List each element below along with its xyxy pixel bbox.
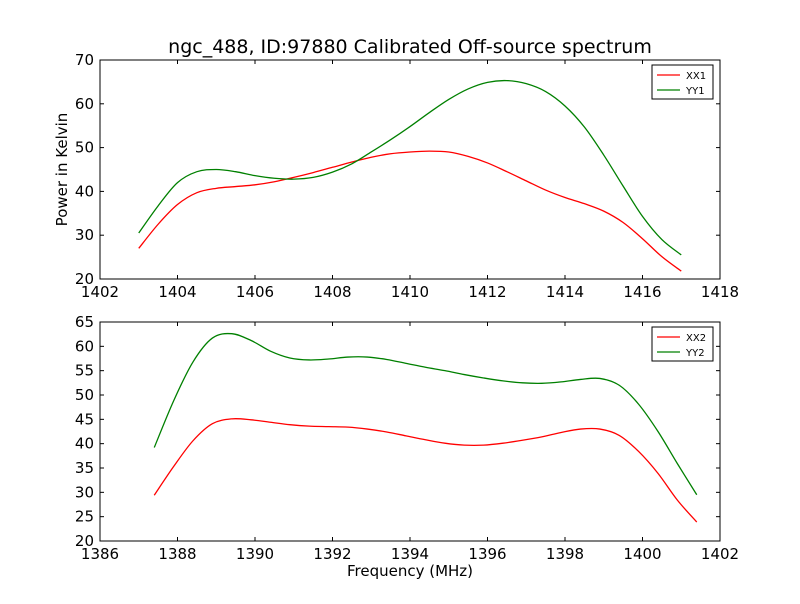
y-tick-label: 25 — [75, 508, 94, 526]
y-tick-label: 60 — [75, 95, 94, 113]
x-tick-label: 1404 — [158, 283, 196, 301]
x-tick-label: 1414 — [546, 283, 584, 301]
y-tick-label: 40 — [75, 182, 94, 200]
y-tick-label: 60 — [75, 337, 94, 355]
subplot-2: 1386 1388 1390 1392 1394 1396 1398 1400 1402 20 25… — [75, 313, 739, 580]
x-tick-label: 1410 — [391, 283, 429, 301]
series-line-yy2 — [153, 332, 698, 496]
series-line-xx1 — [138, 150, 682, 272]
y-tick-label: 40 — [75, 435, 94, 453]
x-tick-label: 1398 — [546, 545, 584, 563]
x-tick-label: 1416 — [623, 283, 661, 301]
chart-title: ngc_488, ID:97880 Calibrated Off-source … — [168, 36, 652, 58]
y-tick-label: 65 — [75, 313, 94, 331]
legend-label-xx1: XX1 — [686, 71, 706, 82]
legend-label-yy1: YY1 — [685, 86, 705, 97]
x-tick-label: 1400 — [623, 545, 661, 563]
y-tick-label: 45 — [75, 410, 94, 428]
x-axis-label: Frequency (MHz) — [347, 562, 473, 580]
x-tick-label: 1402 — [701, 545, 739, 563]
x-tick-label: 1402 — [81, 283, 119, 301]
legend-label-yy2: YY2 — [685, 348, 705, 359]
series-line-yy1 — [138, 79, 682, 256]
x-tick-label: 1408 — [313, 283, 351, 301]
y-tick-label: 20 — [75, 270, 94, 288]
subplot-1: ngc_488, ID:97880 Calibrated Off-source … — [53, 36, 739, 301]
y-tick-label: 50 — [75, 386, 94, 404]
legend-box — [651, 326, 714, 362]
y-axis-label: Power in Kelvin — [53, 113, 71, 227]
x-tick-label: 1406 — [236, 283, 274, 301]
y-tick-label: 30 — [75, 483, 94, 501]
y-tick-label: 30 — [75, 226, 94, 244]
x-tick-label: 1392 — [313, 545, 351, 563]
x-tick-label: 1390 — [236, 545, 274, 563]
y-tick-label: 20 — [75, 532, 94, 550]
y-tick-label: 35 — [75, 459, 94, 477]
x-tick-label: 1386 — [81, 545, 119, 563]
legend-label-xx2: XX2 — [686, 333, 706, 344]
y-tick-label: 50 — [75, 139, 94, 157]
x-tick-label: 1396 — [468, 545, 506, 563]
legend-box — [651, 64, 714, 100]
x-tick-label: 1412 — [468, 283, 506, 301]
y-tick-label: 55 — [75, 362, 94, 380]
x-tick-label: 1394 — [391, 545, 429, 563]
series-line-xx2 — [153, 417, 698, 523]
y-tick-label: 70 — [75, 51, 94, 69]
x-tick-label: 1418 — [701, 283, 739, 301]
x-tick-label: 1388 — [158, 545, 196, 563]
